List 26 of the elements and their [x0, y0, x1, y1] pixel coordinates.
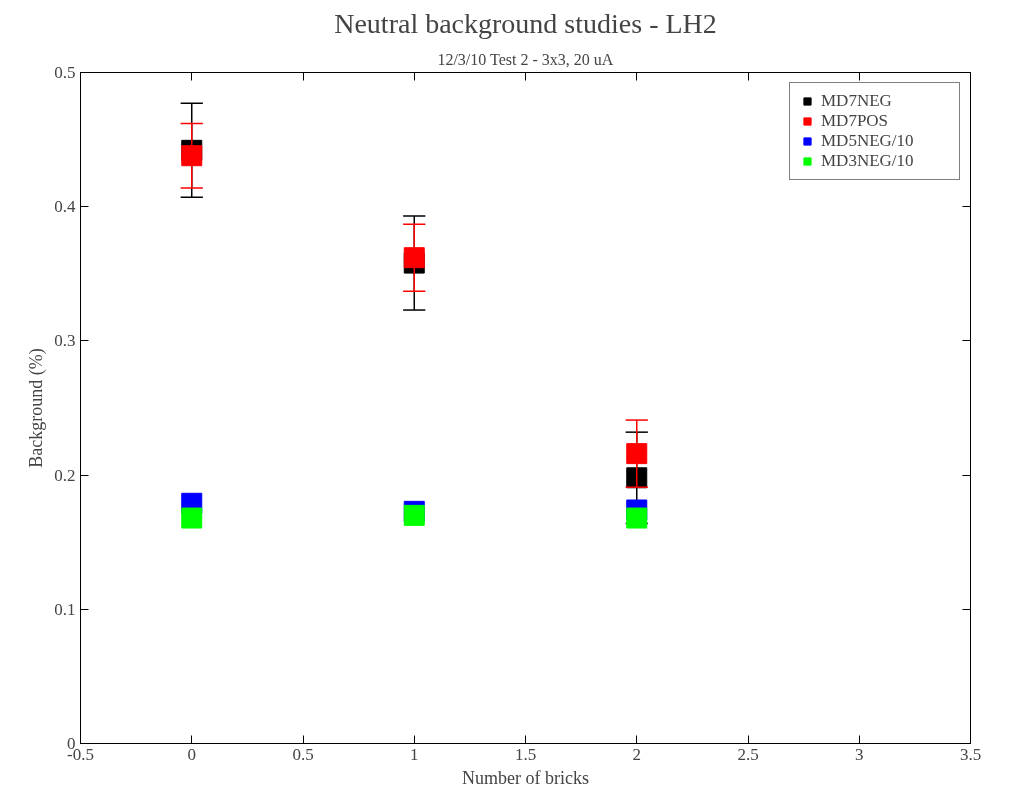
- point: [181, 507, 203, 529]
- x-tick-label: 2.5: [737, 744, 759, 764]
- legend-label: MD3NEG/10: [821, 151, 915, 171]
- y-tick-label: 0.4: [54, 197, 76, 217]
- x-tick-label: 3.5: [959, 744, 982, 764]
- legend-label: MD7POS: [821, 111, 890, 131]
- point: [181, 145, 203, 167]
- x-tick-label: 3: [855, 744, 864, 764]
- legend-label: MD7NEG: [821, 91, 893, 111]
- point: [626, 507, 648, 529]
- chart-title: Neutral background studies - LH2: [334, 7, 717, 39]
- x-axis-title: Number of bricks: [462, 767, 589, 788]
- y-tick-label: 0.3: [54, 331, 76, 351]
- x-tick-label: 1: [410, 744, 419, 764]
- chart-subtitle: 12/3/10 Test 2 - 3x3, 20 uA: [437, 50, 614, 68]
- y-tick-label: 0.1: [54, 599, 76, 619]
- legend-label: MD5NEG/10: [821, 131, 915, 151]
- x-tick-label: 2: [632, 744, 641, 764]
- point: [403, 247, 425, 269]
- x-tick-label: 1.5: [514, 744, 537, 764]
- x-tick-label: 0: [187, 744, 196, 764]
- point: [626, 443, 648, 465]
- y-tick-label: 0.5: [54, 63, 76, 82]
- y-axis-title: Background (%): [26, 348, 48, 468]
- y-tick-label: 0.2: [54, 465, 76, 485]
- x-tick-label: 0.5: [292, 744, 314, 764]
